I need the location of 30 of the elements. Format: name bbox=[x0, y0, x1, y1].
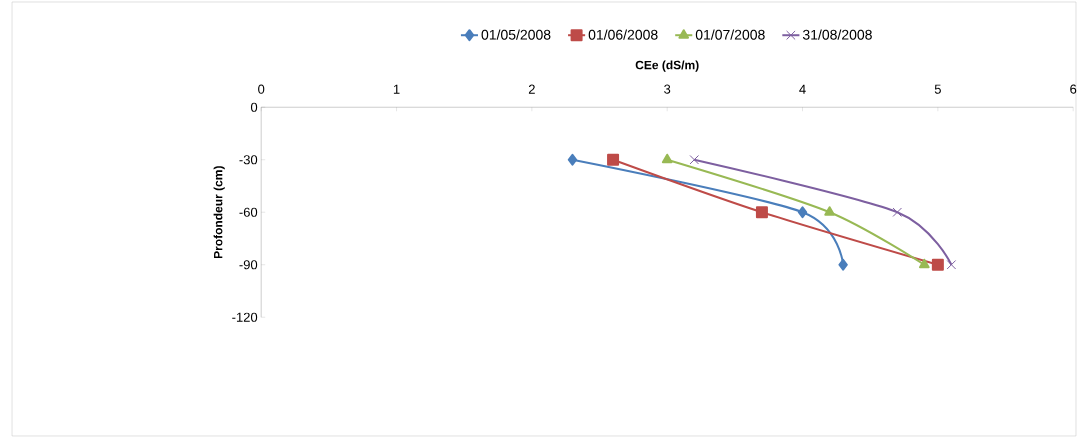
point bbox=[919, 258, 930, 269]
point bbox=[946, 259, 957, 270]
y-tick-label: -30 bbox=[239, 155, 258, 165]
point bbox=[824, 206, 835, 216]
x-axis-title: CEe (dS/m) bbox=[635, 60, 699, 72]
y-tick-label: -90 bbox=[239, 260, 258, 270]
legend-label: 01/07/2008 bbox=[695, 29, 765, 40]
point bbox=[892, 207, 902, 217]
x-tick-label: 3 bbox=[664, 84, 671, 94]
point bbox=[567, 153, 578, 166]
x-tick-label: 2 bbox=[528, 84, 535, 94]
point bbox=[797, 206, 808, 219]
y-axis-title: Profondeur (cm) bbox=[213, 166, 225, 259]
x-tick-label: 6 bbox=[1070, 84, 1077, 94]
x-tick-label: 0 bbox=[258, 84, 265, 94]
legend-label: 01/05/2008 bbox=[481, 29, 551, 40]
point bbox=[689, 154, 700, 165]
legend-label: 31/08/2008 bbox=[802, 29, 872, 40]
y-tick-label: -60 bbox=[239, 207, 258, 217]
x-tick-label: 1 bbox=[393, 84, 400, 94]
point bbox=[755, 206, 768, 219]
y-tick-label: -120 bbox=[232, 312, 258, 322]
point bbox=[838, 258, 848, 271]
legend-label: 01/06/2008 bbox=[588, 29, 658, 40]
y-tick-label: 0 bbox=[250, 102, 258, 112]
x-tick-label: 4 bbox=[799, 84, 806, 94]
x-tick-label: 5 bbox=[934, 84, 941, 94]
point bbox=[607, 153, 620, 166]
point bbox=[931, 258, 944, 271]
point bbox=[661, 153, 673, 164]
